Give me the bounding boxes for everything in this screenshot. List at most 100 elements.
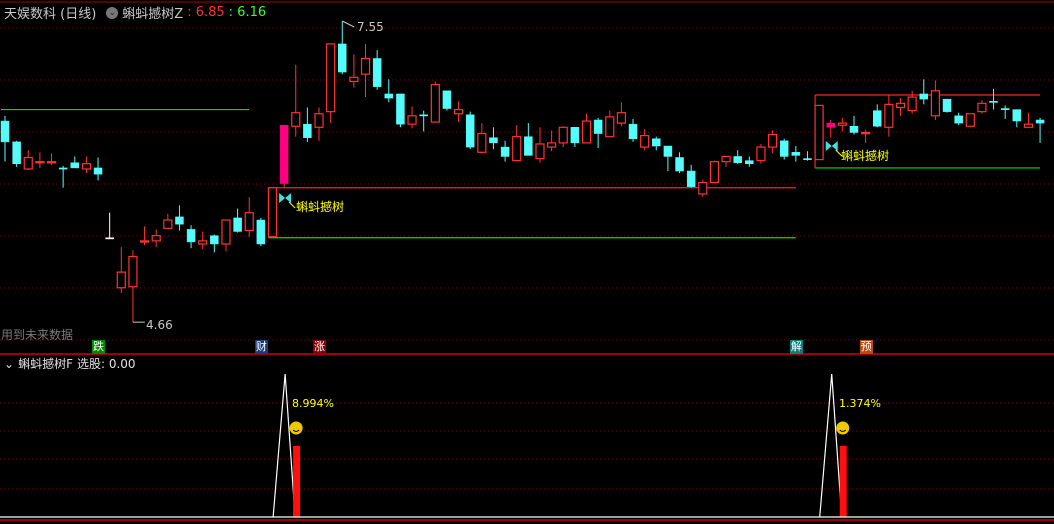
- candle-body: [930, 90, 941, 117]
- candle-body: [512, 136, 522, 162]
- candle-body: [139, 240, 150, 243]
- candle-body: [709, 161, 720, 184]
- candle-body: [675, 157, 684, 172]
- signal-pct-2: 1.374%: [839, 397, 881, 410]
- signal-line: [819, 373, 843, 518]
- smiley-icon: [836, 421, 850, 435]
- signal-arrow: [288, 201, 296, 209]
- candle-body: [605, 116, 615, 138]
- candle-body: [244, 212, 254, 232]
- signal-badge: 跌: [92, 340, 106, 354]
- candle-body: [663, 145, 673, 157]
- candle-body: [70, 162, 80, 169]
- candle-body: [873, 110, 882, 127]
- candle-body: [977, 102, 987, 113]
- smiley-mouth: [292, 429, 300, 432]
- candle-body: [303, 123, 312, 138]
- sub-indicator-name[interactable]: 蝌蚪撼树F: [18, 357, 73, 371]
- chevron-down-icon[interactable]: ⌄: [4, 356, 15, 371]
- candle-body: [791, 152, 801, 156]
- candle-body: [535, 143, 545, 160]
- candle-body: [233, 217, 242, 232]
- candle-body: [803, 158, 812, 160]
- candle-body: [360, 57, 371, 75]
- signal-label-1: 蝌蚪撼树: [296, 200, 345, 214]
- signal-pct-1: 8.994%: [292, 397, 334, 410]
- candle-body: [489, 137, 498, 144]
- candle-body: [256, 219, 266, 245]
- candle-body: [128, 255, 138, 288]
- candle-body: [779, 140, 789, 157]
- candle-body: [1023, 123, 1034, 128]
- candle-body: [442, 90, 452, 109]
- indicator-value-1: : 6.85: [187, 5, 225, 20]
- candle-body: [558, 126, 568, 144]
- butterfly-icon: [279, 193, 292, 203]
- candle-body: [954, 115, 963, 124]
- signal-arrow: [835, 149, 843, 157]
- candle-body: [895, 102, 906, 109]
- candle-body: [210, 235, 219, 245]
- candle-body: [12, 141, 21, 165]
- smiley-mouth: [839, 429, 847, 432]
- candle-body: [524, 136, 533, 156]
- candle-body: [198, 240, 208, 245]
- candle-body: [721, 155, 731, 163]
- candle-body: [419, 114, 428, 117]
- candle-body: [500, 146, 510, 157]
- candle-body: [338, 43, 347, 73]
- candle-body: [640, 135, 650, 148]
- candle-body: [849, 125, 859, 133]
- candle-body: [593, 119, 603, 134]
- stock-title: 天娱数科 (日线): [4, 7, 97, 22]
- candle-body: [628, 123, 638, 139]
- candle-body: [698, 181, 708, 195]
- candle-body: [907, 96, 917, 112]
- max-price-label: 7.55: [357, 20, 384, 34]
- candle-body: [465, 114, 475, 148]
- indicator-name[interactable]: 蝌蚪撼树Z: [122, 7, 184, 22]
- candle-body: [919, 93, 929, 100]
- signal-line: [272, 373, 296, 518]
- candle-body: [745, 160, 754, 165]
- candle-body: [58, 167, 68, 170]
- candle-body: [314, 113, 324, 128]
- candle-body: [989, 100, 998, 103]
- candle-body: [616, 112, 626, 124]
- candle-body: [163, 219, 173, 229]
- future-data-note: 用到未来数据: [1, 328, 74, 342]
- candle-body: [372, 58, 382, 87]
- candle-body: [453, 108, 464, 115]
- signal-badge: 预: [859, 340, 873, 354]
- candle-body: [1035, 119, 1045, 124]
- candle-body: [0, 120, 10, 143]
- candle-body: [349, 76, 359, 83]
- candle-body: [884, 103, 894, 128]
- candle-body: [733, 156, 742, 163]
- candle-body: [965, 113, 975, 127]
- candle-body: [477, 132, 487, 153]
- signal-label-2: 蝌蚪撼树: [841, 149, 890, 163]
- signal-bar: [839, 446, 847, 517]
- candle-body: [221, 219, 231, 245]
- candle-body: [279, 124, 289, 184]
- butterfly-icon: [825, 141, 838, 151]
- candle-body: [175, 216, 184, 225]
- indicator-value-2: : 6.16: [228, 5, 267, 20]
- candle-body: [105, 237, 114, 240]
- candle-body: [81, 163, 92, 170]
- candle-body: [1000, 108, 1010, 110]
- candle-body: [326, 43, 336, 113]
- candle-body: [826, 122, 835, 128]
- candle-body: [396, 93, 405, 125]
- candle-body: [267, 187, 278, 238]
- candle-body: [35, 161, 45, 164]
- sub-panel-header: ⌄ 蝌蚪撼树F 选股: 0.00: [4, 355, 136, 372]
- candle-body: [570, 127, 580, 144]
- signal-badge: 涨: [313, 340, 326, 354]
- signal-badge: 财: [254, 340, 268, 354]
- candle-body: [756, 146, 766, 162]
- chevron-down-icon[interactable]: ⌄: [106, 6, 119, 19]
- candle-body: [942, 98, 952, 112]
